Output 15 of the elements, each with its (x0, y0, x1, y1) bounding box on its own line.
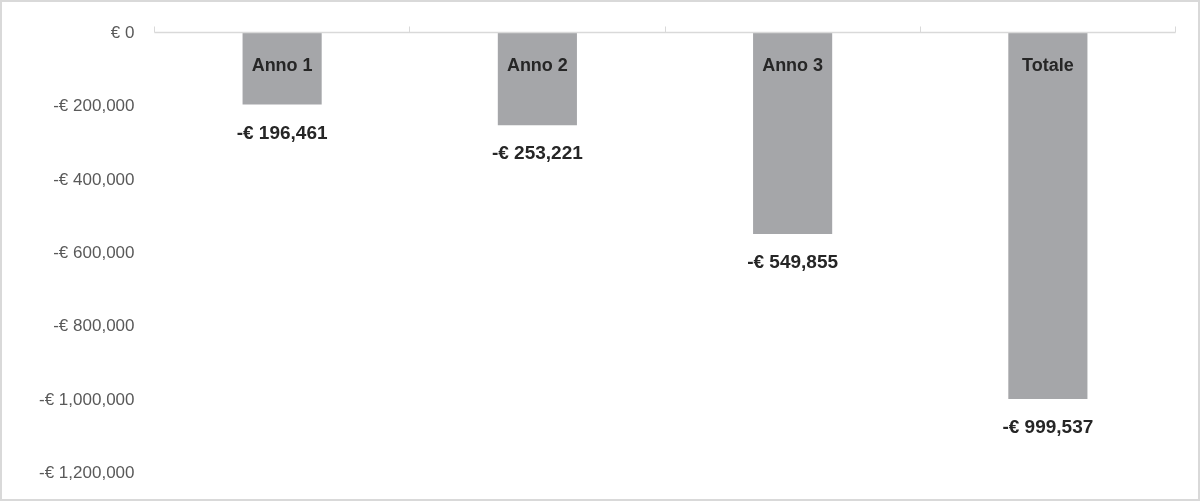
x-tick-label: Anno 1 (251, 54, 313, 75)
data-label: -€ 196,461 (236, 121, 328, 143)
y-tick-label: -€ 200,000 (53, 96, 135, 116)
data-label: -€ 999,537 (1002, 416, 1094, 437)
y-tick-label: -€ 1,000,000 (39, 389, 135, 409)
x-tick-label: Anno 2 (506, 54, 568, 75)
x-tick-label: Anno 3 (762, 54, 824, 75)
y-tick-label: -€ 400,000 (53, 169, 135, 189)
y-tick-label: € 0 (110, 23, 135, 42)
y-tick-label: -€ 600,000 (53, 243, 135, 262)
data-label: -€ 253,221 (491, 142, 584, 164)
x-tick-label: Totale (1022, 54, 1074, 75)
data-label: -€ 549,855 (747, 251, 839, 273)
y-tick-label: -€ 800,000 (53, 316, 135, 336)
y-tick-label: -€ 1,200,000 (39, 463, 135, 482)
